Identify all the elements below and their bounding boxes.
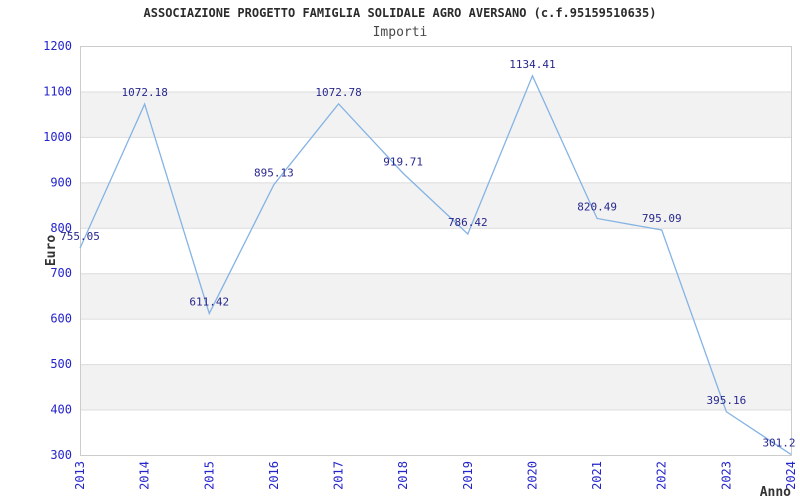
grid-band (80, 182, 791, 228)
grid-band (80, 91, 791, 137)
data-line (79, 74, 792, 455)
data-point-label: 786.42 (448, 216, 488, 229)
x-tick-label: 2016 (267, 461, 281, 490)
x-tick-label: 2024 (784, 461, 798, 490)
x-tick-label: 2013 (73, 461, 87, 490)
y-tick-label: 1200 (43, 39, 72, 53)
data-point-label: 919.71 (383, 155, 423, 168)
plot-border (80, 46, 792, 456)
data-point-label: 1134.41 (509, 58, 555, 71)
data-point-label: 820.49 (577, 200, 617, 213)
y-tick-label: 700 (50, 266, 72, 280)
x-tick-label: 2021 (590, 461, 604, 490)
grid-band (80, 364, 791, 410)
x-axis-title: Anno (760, 485, 791, 500)
x-tick-label: 2018 (396, 461, 410, 490)
y-tick-label: 900 (50, 175, 72, 189)
y-tick-label: 1100 (43, 84, 72, 98)
data-point-label: 1072.78 (315, 86, 361, 99)
y-tick-label: 300 (50, 448, 72, 462)
x-tick-label: 2014 (138, 461, 152, 490)
data-point-label: 795.09 (642, 212, 682, 225)
x-tick-label: 2017 (332, 461, 346, 490)
x-tick-label: 2023 (719, 461, 733, 490)
y-axis-title: Euro (44, 235, 59, 266)
data-point-label: 755.05 (60, 230, 100, 243)
data-point-label: 395.16 (706, 394, 746, 407)
chart-subtitle: Importi (372, 25, 428, 40)
chart-title: ASSOCIAZIONE PROGETTO FAMIGLIA SOLIDALE … (143, 6, 657, 20)
data-point-label: 611.42 (189, 295, 229, 308)
x-tick-label: 2020 (525, 461, 539, 490)
data-point-label: 301.2 (762, 436, 795, 449)
y-tick-label: 400 (50, 403, 72, 417)
x-tick-label: 2015 (202, 461, 216, 490)
data-point-label: 895.13 (254, 167, 294, 180)
grid-band (80, 273, 791, 319)
y-tick-label: 1000 (43, 130, 72, 144)
y-tick-label: 800 (50, 221, 72, 235)
data-point-label: 1072.18 (121, 86, 167, 99)
y-tick-label: 600 (50, 312, 72, 326)
x-tick-label: 2022 (655, 461, 669, 490)
y-tick-label: 500 (50, 357, 72, 371)
x-tick-label: 2019 (461, 461, 475, 490)
